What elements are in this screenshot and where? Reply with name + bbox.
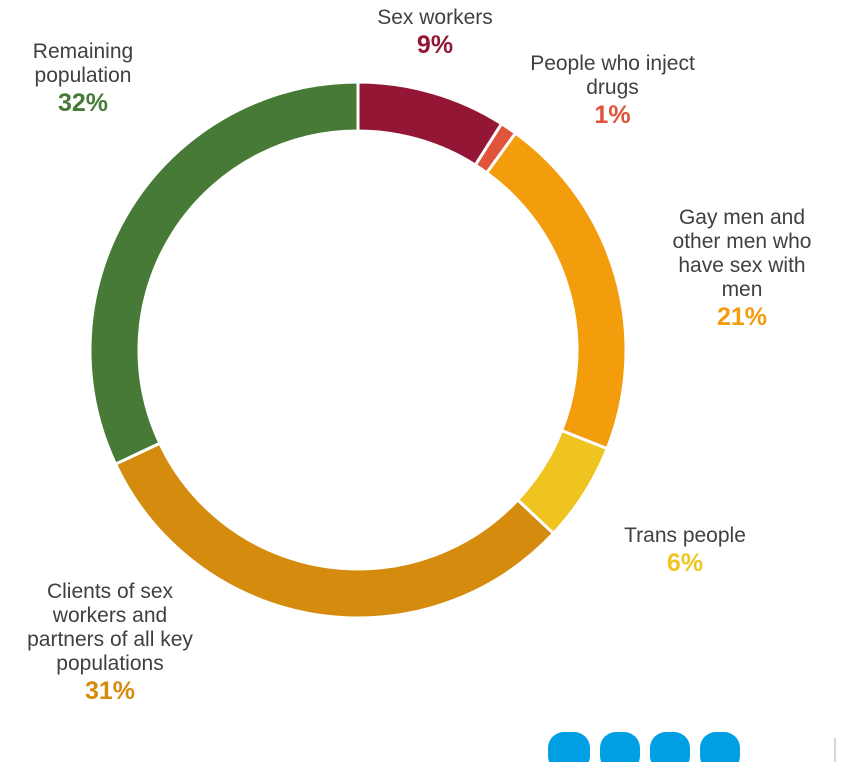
- slice-percent: 9%: [416, 31, 454, 59]
- unaids-logo: [548, 728, 788, 762]
- label-clients-partners: Clients of sex workers and partners of a…: [20, 580, 200, 706]
- logo-shape: [548, 732, 590, 762]
- slice-percent: 6%: [666, 549, 704, 577]
- slice-gay-men-and-other-men-who-have-sex-with-men: [484, 131, 628, 451]
- logo-divider: [834, 738, 836, 762]
- slice-percent: 1%: [594, 101, 631, 129]
- logo-shape: [650, 732, 690, 762]
- label-trans-people: Trans people 6%: [590, 524, 780, 578]
- logo-icon: [548, 732, 740, 762]
- label-gay-men-msm: Gay men and other men who have sex with …: [667, 206, 817, 332]
- slice-percent: 21%: [716, 303, 768, 331]
- slice-label: Trans people: [624, 524, 746, 547]
- slice-sex-workers: [356, 80, 504, 168]
- slice-label: Gay men and other men who have sex with …: [672, 206, 812, 301]
- slice-percent: 32%: [57, 89, 109, 117]
- logo-shape: [700, 732, 740, 762]
- slice-percent: 31%: [84, 677, 136, 705]
- slice-remaining-population: [88, 80, 360, 467]
- slice-label: People who inject drugs: [530, 52, 695, 99]
- logo-shape: [600, 732, 640, 762]
- label-people-who-inject-drugs: People who inject drugs 1%: [525, 52, 700, 130]
- label-remaining-population: Remaining population 32%: [8, 40, 158, 118]
- label-sex-workers: Sex workers 9%: [340, 6, 530, 60]
- slice-label: Sex workers: [377, 6, 493, 29]
- slice-label: Clients of sex workers and partners of a…: [27, 580, 193, 675]
- slice-label: Remaining population: [32, 40, 134, 87]
